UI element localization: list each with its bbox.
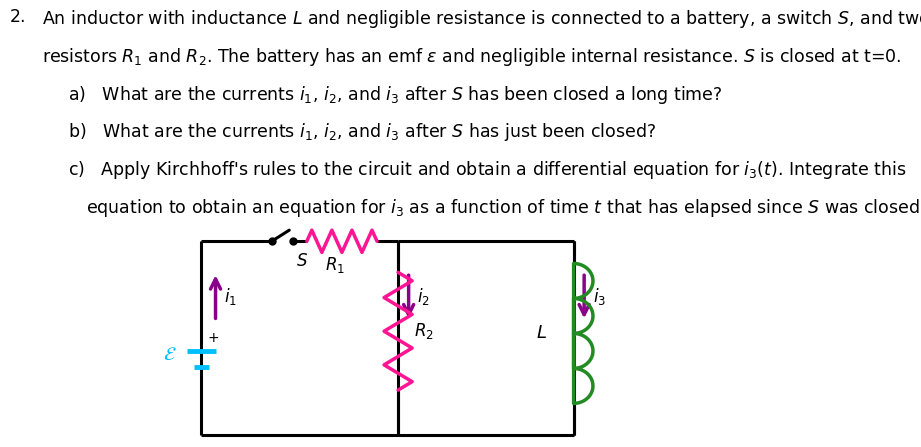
Text: $S$: $S$ bbox=[296, 253, 308, 270]
Text: $\mathcal{E}$: $\mathcal{E}$ bbox=[163, 345, 177, 364]
Text: $i_2$: $i_2$ bbox=[417, 286, 430, 307]
Text: 2.: 2. bbox=[10, 8, 27, 26]
Text: a)   What are the currents $i_1$, $i_2$, and $i_3$ after $S$ has been closed a l: a) What are the currents $i_1$, $i_2$, a… bbox=[68, 84, 723, 105]
Text: equation to obtain an equation for $i_3$ as a function of time $t$ that has elap: equation to obtain an equation for $i_3$… bbox=[87, 197, 921, 219]
Text: An inductor with inductance $L$ and negligible resistance is connected to a batt: An inductor with inductance $L$ and negl… bbox=[42, 8, 921, 30]
Text: b)   What are the currents $i_1$, $i_2$, and $i_3$ after $S$ has just been close: b) What are the currents $i_1$, $i_2$, a… bbox=[68, 121, 656, 143]
Text: $i_1$: $i_1$ bbox=[224, 286, 237, 307]
Text: resistors $R_1$ and $R_2$. The battery has an emf $\varepsilon$ and negligible i: resistors $R_1$ and $R_2$. The battery h… bbox=[42, 46, 902, 68]
Text: $+$: $+$ bbox=[207, 331, 219, 345]
Text: c)   Apply Kirchhoff's rules to the circuit and obtain a differential equation f: c) Apply Kirchhoff's rules to the circui… bbox=[68, 159, 907, 181]
Text: $R_2$: $R_2$ bbox=[414, 321, 434, 341]
Text: $R_1$: $R_1$ bbox=[325, 255, 344, 274]
Text: $i_3$: $i_3$ bbox=[592, 286, 606, 307]
Text: $L$: $L$ bbox=[536, 325, 547, 342]
